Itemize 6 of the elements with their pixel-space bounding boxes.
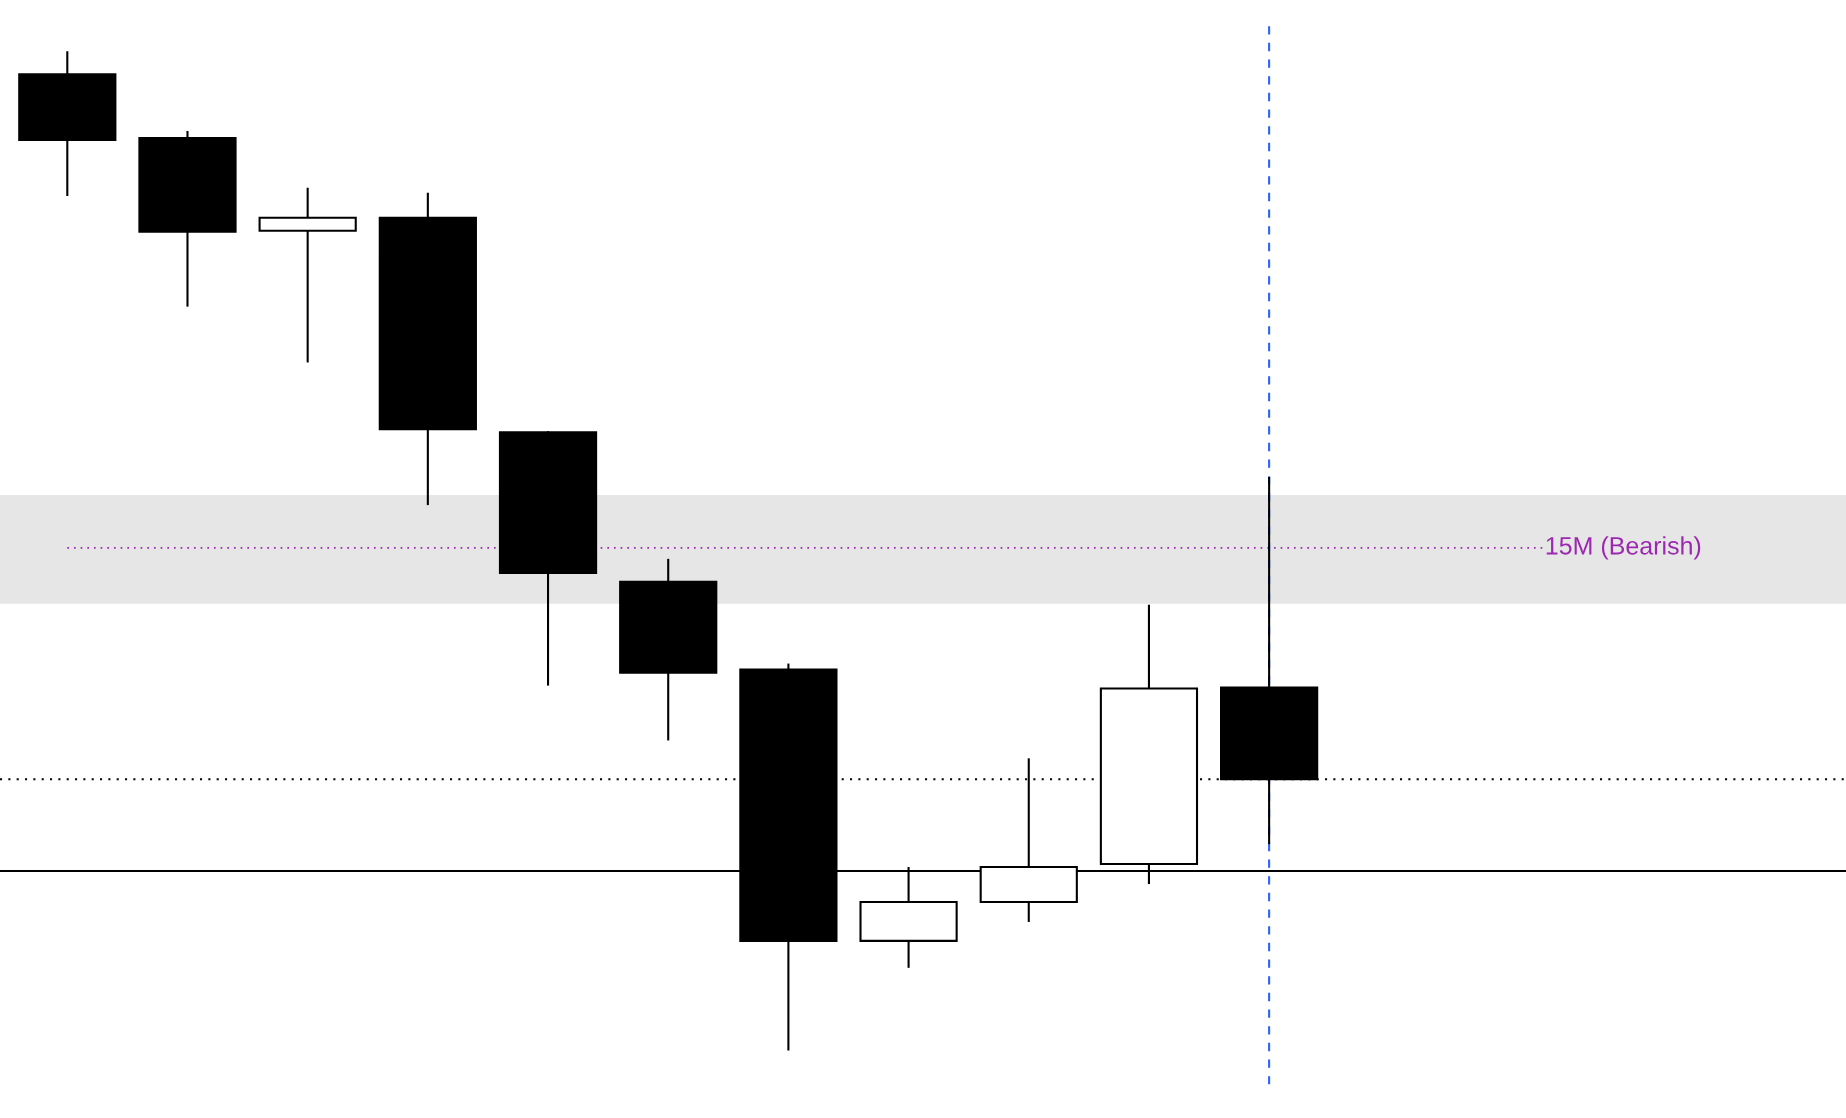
candlestick [378, 192, 477, 506]
ref-line-label: 15M (Bearish) [1546, 536, 1701, 560]
candlestick [258, 187, 357, 363]
candlestick [138, 131, 237, 307]
candlestick [18, 51, 117, 196]
candlestick [619, 558, 718, 741]
